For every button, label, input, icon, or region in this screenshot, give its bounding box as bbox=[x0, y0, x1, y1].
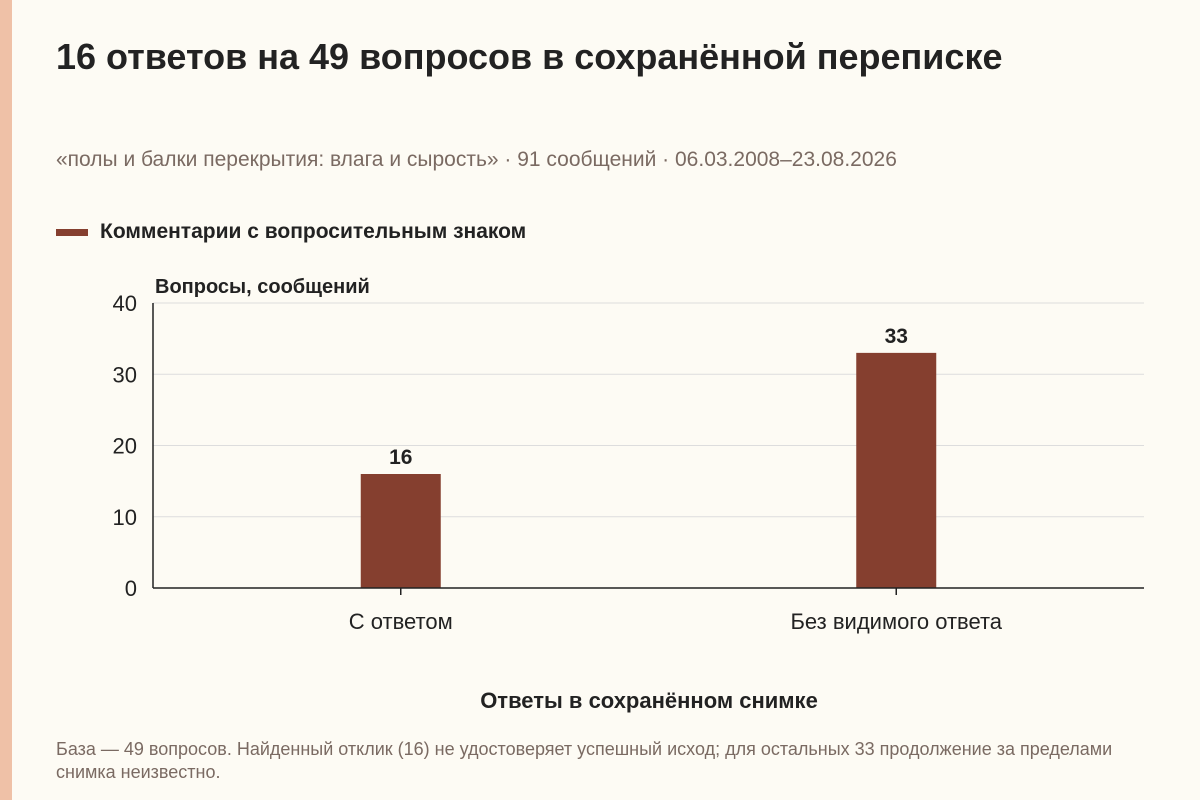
bar bbox=[856, 352, 937, 588]
data-label: 33 bbox=[885, 325, 908, 348]
y-tick-label: 0 bbox=[125, 576, 137, 601]
legend-swatch bbox=[56, 228, 88, 236]
y-tick-label: 40 bbox=[113, 291, 137, 316]
x-tick-label: Без видимого ответа bbox=[790, 609, 1002, 634]
axes bbox=[152, 303, 1144, 595]
legend-label: Комментарии с вопросительным знаком bbox=[100, 220, 527, 243]
y-tick-label: 20 bbox=[113, 434, 137, 459]
x-tick-label: С ответом bbox=[349, 609, 453, 634]
data-label: 16 bbox=[389, 446, 412, 469]
accent-bar bbox=[0, 0, 12, 800]
grid-lines bbox=[153, 302, 1144, 518]
legend: Комментарии с вопросительным знаком bbox=[56, 218, 526, 246]
footnote: База — 49 вопросов. Найденный отклик (16… bbox=[56, 739, 1113, 782]
y-tick-label: 10 bbox=[113, 505, 137, 530]
x-axis-label: Ответы в сохранённом снимке bbox=[480, 688, 818, 713]
chart-labels: 0 10 20 30 40 16 С ответом 33 Без видимого ответ… bbox=[113, 291, 1003, 634]
chart-subtitle: «полы и балки перекрытия: влага и сырост… bbox=[56, 148, 897, 171]
bar bbox=[360, 474, 441, 588]
y-tick-label: 30 bbox=[113, 362, 137, 387]
y-axis-label: Вопросы, сообщений bbox=[155, 276, 370, 298]
chart-title: 16 ответов на 49 вопросов в сохранённой … bbox=[56, 36, 1003, 77]
bars bbox=[360, 352, 937, 588]
